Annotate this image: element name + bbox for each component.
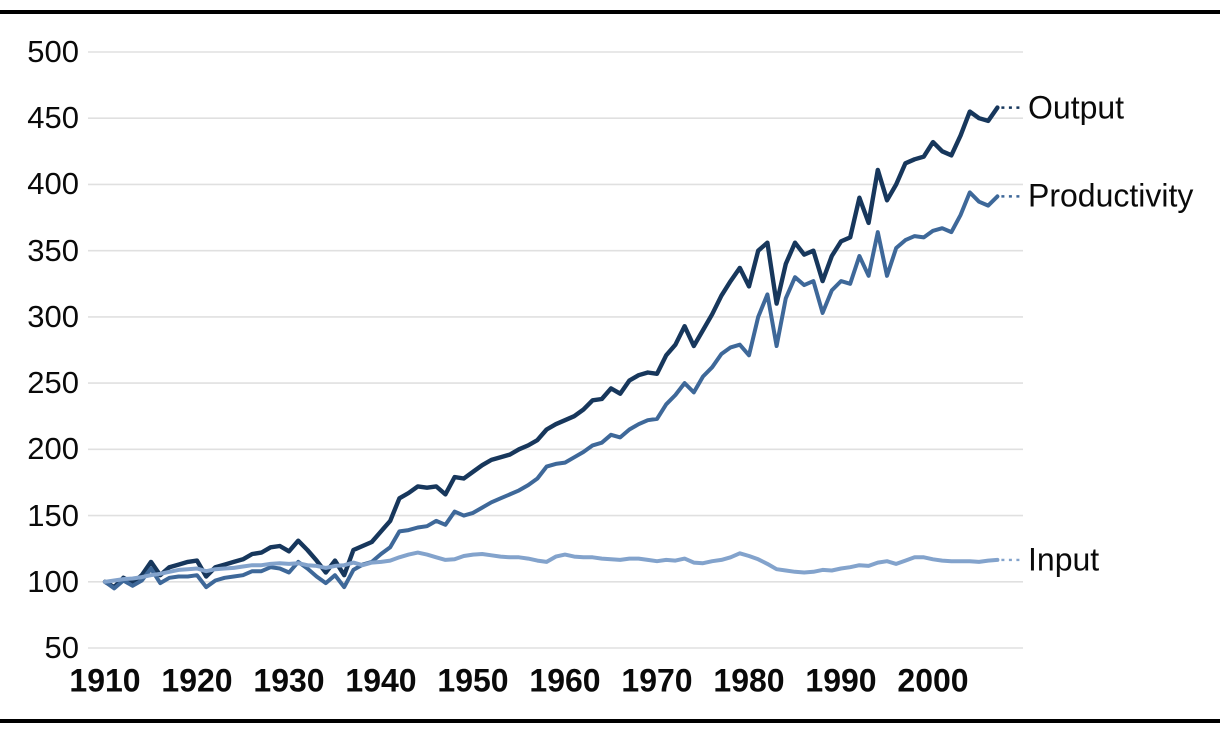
series-line-input	[103, 550, 1000, 584]
bottom-border-rule	[0, 719, 1220, 723]
top-border-rule	[0, 10, 1220, 14]
series-line-output	[102, 105, 1000, 590]
series-line-productivity	[103, 190, 1000, 591]
